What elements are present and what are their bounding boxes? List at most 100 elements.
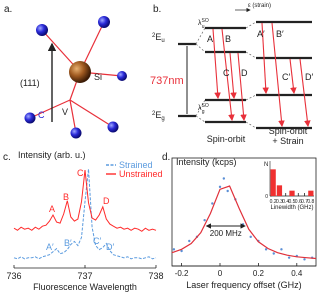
hist-bar [270,169,276,196]
data-point [287,256,291,259]
sub: g [161,116,164,122]
data-point [172,248,176,251]
transition [229,52,237,100]
hist-bar [308,190,314,196]
x-tick-label: 0 [218,269,223,278]
inset-x-label: Linewidth (GHz) [270,205,313,211]
connector [195,99,206,117]
main: E [155,110,161,120]
data-point [211,202,214,205]
carbon-atom [70,127,82,139]
annotation: 200 MHz [210,229,242,238]
main: λ [198,20,202,27]
sup: 2 [152,33,156,39]
sub: g [202,109,205,115]
carbon-atom [107,121,119,133]
x-tick-label: 0.5 [289,199,296,205]
y-axis-label: Intensity (kcps) [176,157,237,167]
bond [29,99,71,119]
connector [195,115,206,123]
transition-label: C [223,68,230,78]
peak-label: D [103,196,110,206]
caption: Spin-orbit [269,126,308,136]
caption: + Strain [272,136,303,146]
connector [245,121,257,129]
strain-label: ε (strain) [248,3,271,9]
x-tick-label: 0.4 [291,269,303,278]
transition-label: A [207,34,213,44]
peak-label: B [63,192,69,202]
inset-y-label: N [264,162,268,168]
transition [237,52,247,122]
wavelength: 737nm [150,75,184,87]
x-axis-label: Laser frequency offset (GHz) [186,280,301,290]
transition [271,22,285,128]
main: E [155,32,161,42]
peak-label: A′ [46,242,54,252]
x-tick-label: 738 [148,271,163,281]
y-axis-label: Intensity (arb. u.) [18,150,86,160]
silicon-atom [69,61,91,83]
x-tick-label: -0.2 [175,269,189,278]
series-line [13,169,157,260]
plot-frame [171,157,317,267]
sup: 2 [152,111,156,117]
data-point [280,248,283,251]
data-point [203,218,206,222]
sub: u [161,38,164,44]
silicon-label: Si [94,72,102,82]
data-point [188,239,191,243]
transition-label: B′ [276,29,284,39]
data-point [264,248,268,251]
peak-label: C′ [93,236,101,246]
y-tick-label: 0 [265,194,268,200]
panel-label: a. [4,4,12,15]
hist-bar [276,185,283,196]
carbon-label: C [38,110,45,120]
x-tick-label: 0.2 [270,199,277,205]
level-label: 2Eu [152,32,165,44]
panel-label: b. [153,4,161,15]
transition [261,22,269,95]
connector [245,21,257,29]
x-axis-label: Fluorescence Wavelength [33,282,137,292]
connector [245,94,257,101]
transition-label: B [225,34,231,44]
panel-b: b. ε (strain) 2Eu 2Eg 737nm λSO u λSO g A … [150,3,313,146]
splitting-label: λSO g [198,103,209,115]
transition-label: A′ [257,29,265,39]
data-point [303,258,306,261]
bond [69,99,77,134]
carbon-atom [36,24,48,36]
transition-label: D′ [305,72,313,82]
splitting-label: λSO u [198,18,209,30]
carbon-atom [24,112,36,124]
vacancy-label: V [62,107,68,117]
x-tick-label: 736 [6,271,21,281]
connector [195,27,206,45]
panel-label: c. [3,152,11,163]
connector [195,43,206,53]
data-point [180,249,183,253]
carbon-atom [117,71,127,81]
sup: SO [202,103,209,109]
peak-label: A [49,204,55,214]
transition-label: D [241,68,248,78]
transition-label: C′ [282,72,290,82]
x-tick-label: 0.3 [276,199,283,205]
series-line [171,185,317,260]
series-line [13,170,157,232]
panel-a: a. (111) Si V C [4,4,127,139]
x-tick-label: 0.4 [282,199,289,205]
data-point [222,177,226,180]
carbon-atom [98,16,110,28]
x-tick-label: 0.6 [295,199,302,205]
x-tick-label: 0.2 [253,269,265,278]
data-point [226,189,229,193]
connector [245,51,257,59]
x-tick-label: 737 [77,271,92,281]
legend-label: Unstrained [119,169,163,179]
hist-bar [289,190,295,196]
direction-label: (111) [20,78,40,88]
